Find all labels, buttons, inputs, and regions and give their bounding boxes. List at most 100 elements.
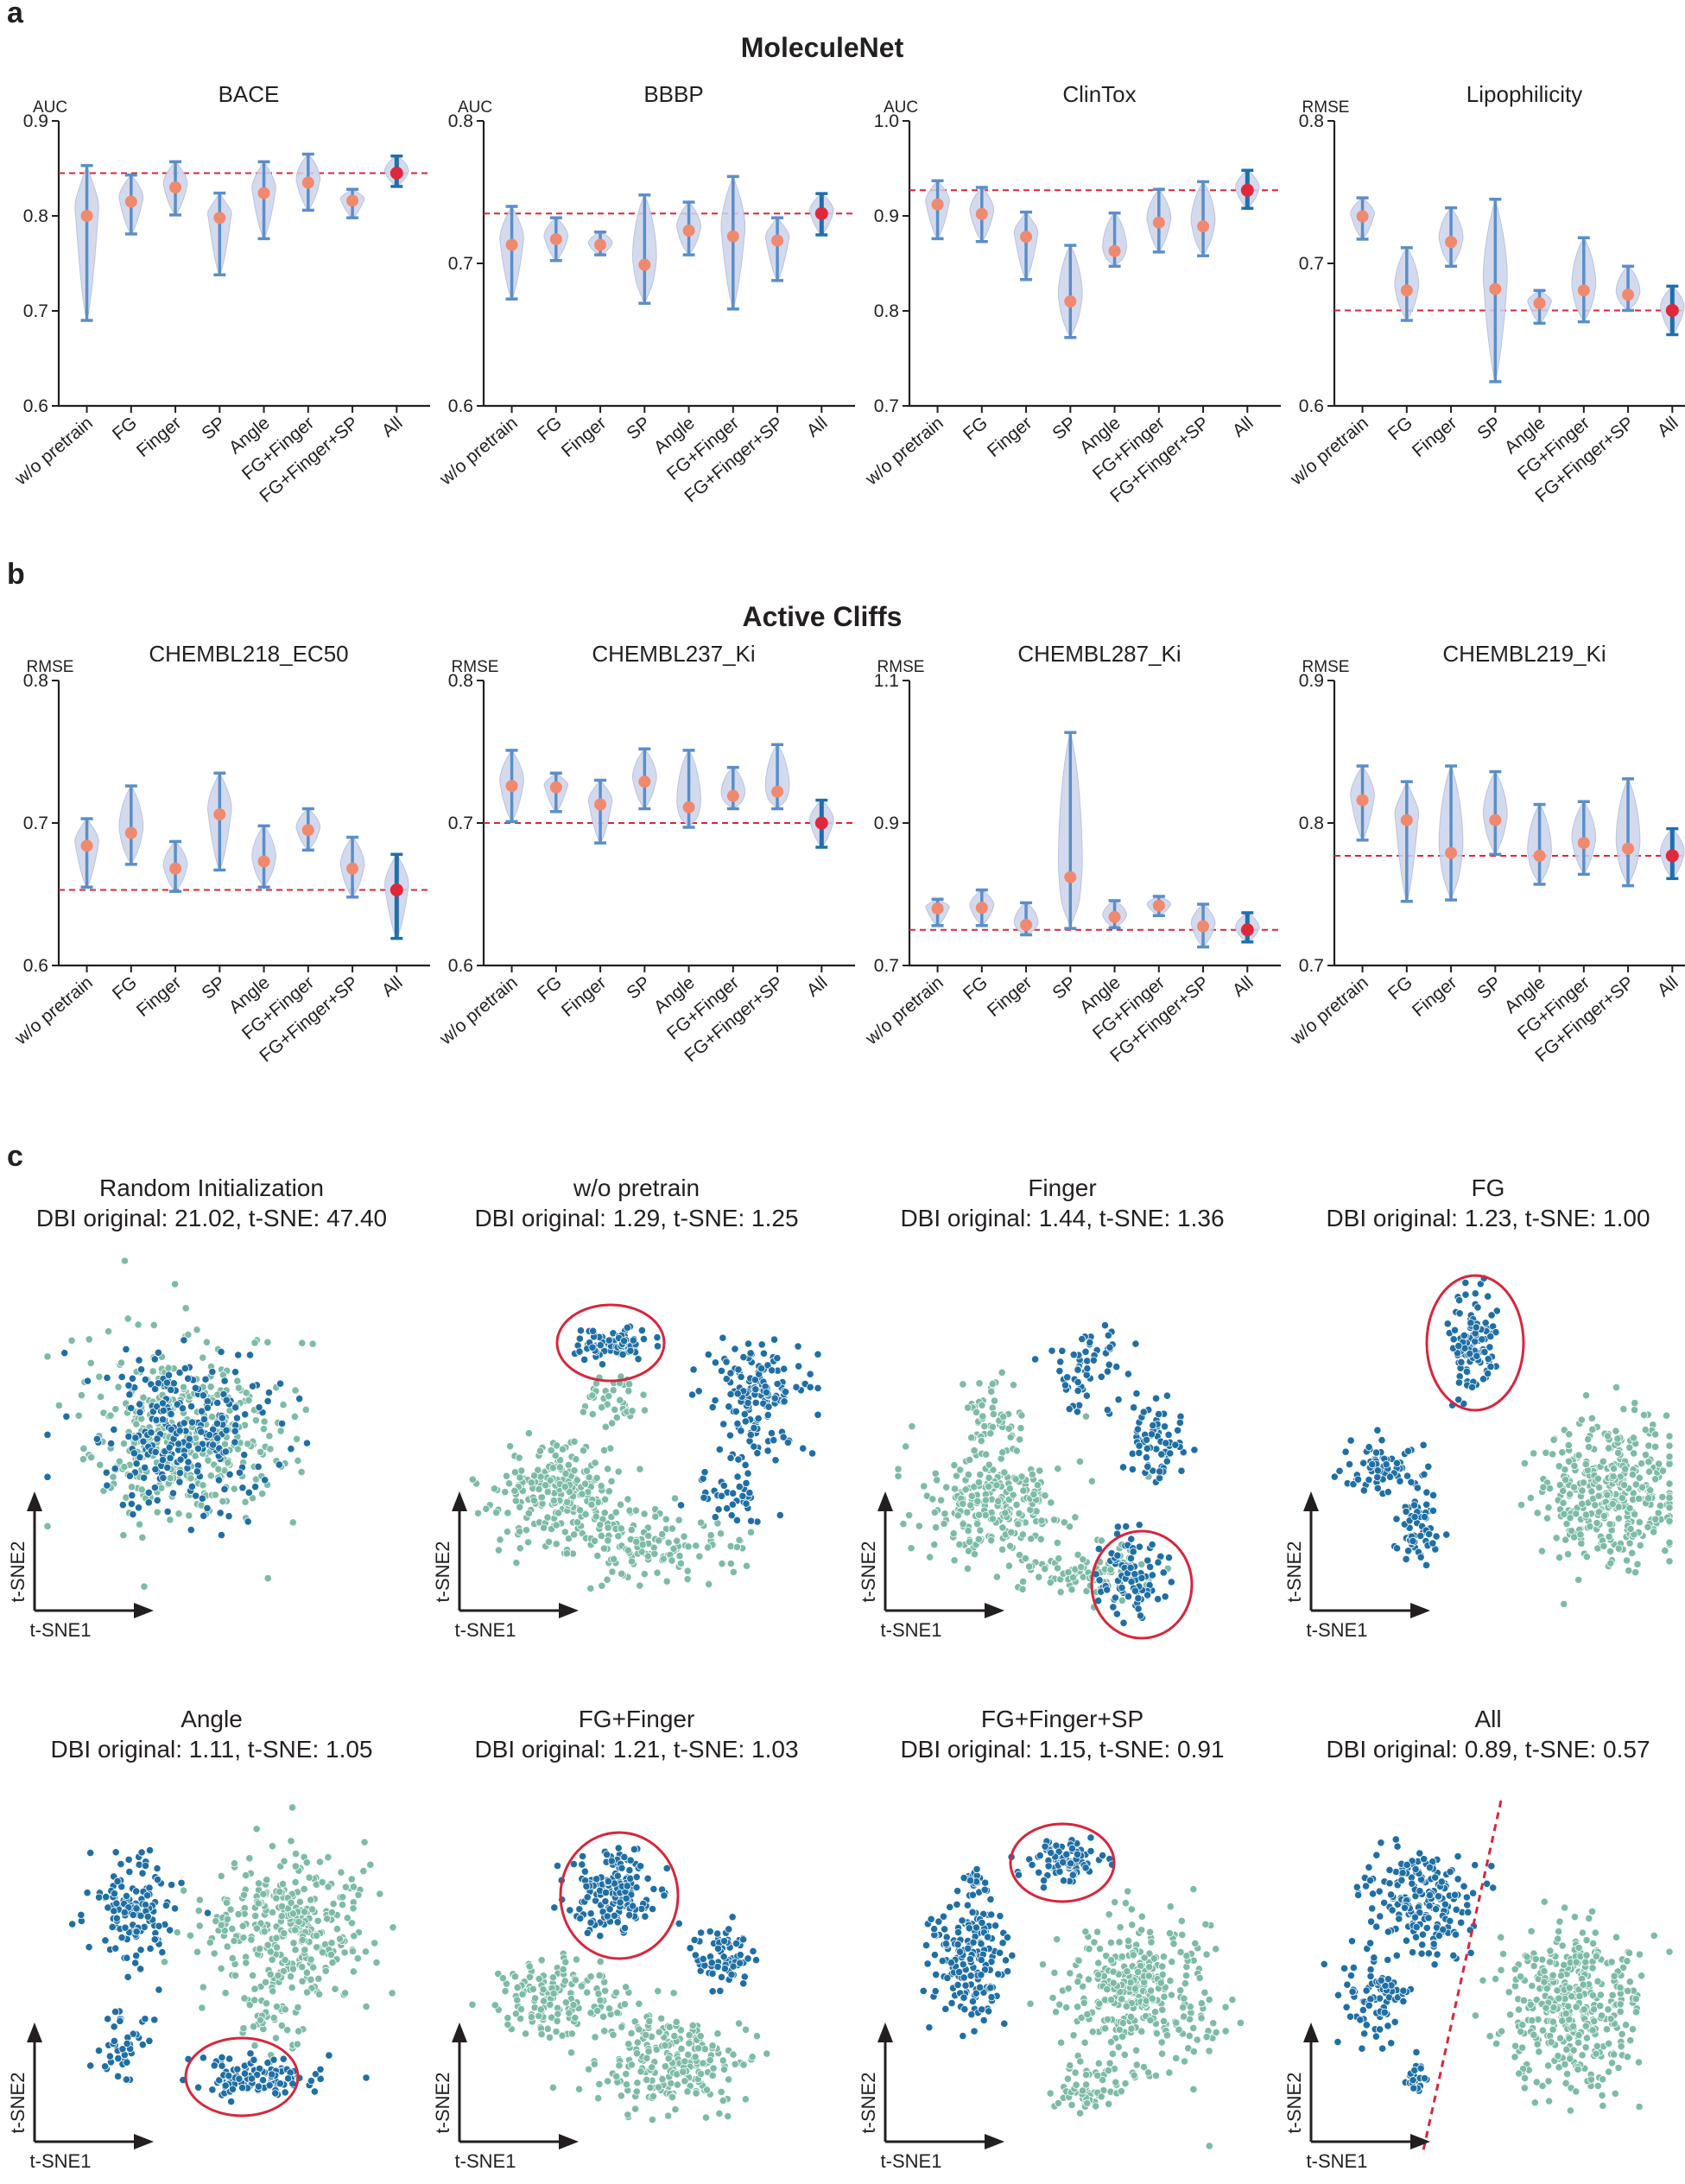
scatter-point-blue: [175, 1427, 184, 1435]
scatter-point-green: [587, 1500, 596, 1509]
scatter-point-green: [975, 1379, 984, 1388]
scatter-point-blue: [726, 1369, 735, 1377]
scatter-point-green: [312, 1931, 321, 1940]
scatter-point-green: [504, 2020, 512, 2029]
scatter-point-green: [726, 1560, 735, 1568]
scatter-point-green: [149, 1320, 158, 1330]
scatter-point-green: [341, 1883, 350, 1891]
scatter-point-blue: [136, 1408, 144, 1417]
scatter-point-green: [1179, 2003, 1188, 2012]
scatter-point-green: [1625, 1539, 1634, 1548]
scatter-point-green: [166, 1516, 174, 1524]
scatter-point-green: [1176, 1947, 1185, 1957]
scatter-point-blue: [757, 1340, 766, 1349]
scatter-point-blue: [155, 1985, 163, 1994]
scatter-point-green: [1123, 1967, 1131, 1976]
scatter-point-green: [1011, 1475, 1020, 1484]
scatter-point-green: [926, 1553, 934, 1561]
scatter-point-green: [198, 2004, 206, 2012]
scatter-point-blue: [1422, 1488, 1431, 1497]
mean-dot: [975, 207, 988, 220]
scatter-point-green: [119, 1531, 128, 1540]
scatter-point-green: [1007, 1528, 1016, 1537]
scatter-point-green: [1109, 1978, 1118, 1987]
scatter-point-green: [1118, 1596, 1126, 1605]
y-tick-label: 0.8: [23, 671, 48, 691]
scatter-point-green: [166, 1474, 174, 1483]
scatter-point-blue: [740, 1409, 749, 1419]
scatter-point-green: [1109, 1967, 1118, 1976]
scatter-point-green: [300, 1908, 309, 1916]
scatter-point-green: [1517, 1501, 1526, 1510]
scatter-point-blue: [225, 1470, 234, 1478]
scatter-point-green: [324, 1853, 333, 1862]
scatter-point-green: [994, 1497, 1003, 1505]
scatter-point-blue: [1143, 1444, 1151, 1453]
y-axis-label: RMSE: [877, 658, 925, 676]
scatter-point-blue: [1126, 1563, 1135, 1573]
y-tick-label: 0.7: [23, 813, 48, 833]
scatter-point-green: [530, 1472, 539, 1480]
x-tick-label: FG: [109, 413, 141, 444]
scatter-point-blue: [742, 1478, 751, 1488]
scatter-point-green: [1577, 1415, 1586, 1424]
scatter-point-green: [265, 1432, 274, 1440]
scatter-point-green: [1072, 2080, 1080, 2089]
scatter-point-green: [1009, 1491, 1017, 1499]
scatter-point-blue: [1341, 1447, 1350, 1456]
scatter-point-green: [278, 1879, 288, 1889]
scatter-point-green: [553, 1441, 561, 1450]
scatter-point-green: [1094, 2059, 1103, 2067]
scatter-point-blue: [603, 1912, 611, 1921]
scatter-point-green: [618, 2023, 626, 2031]
scatter-point-green: [959, 1380, 967, 1389]
scatter-point-green: [1080, 1998, 1088, 2007]
scatter-point-blue: [1147, 1430, 1156, 1439]
scatter-point-blue: [255, 1403, 263, 1412]
scatter-point-blue: [979, 2016, 988, 2025]
scatter-point-blue: [744, 1339, 753, 1348]
mean-dot: [1622, 288, 1635, 301]
tsne-title: Finger: [1028, 1174, 1096, 1201]
scatter-point-blue: [132, 1887, 141, 1896]
scatter-point-blue: [112, 1899, 121, 1908]
scatter-point-green: [1073, 2003, 1082, 2011]
scatter-point-green: [601, 1495, 610, 1503]
scatter-point-blue: [169, 1379, 178, 1388]
scatter-point-blue: [110, 2023, 118, 2031]
scatter-point-blue: [620, 1852, 629, 1862]
scatter-point-green: [1145, 1963, 1154, 1972]
scatter-point-green: [1018, 1530, 1027, 1539]
scatter-point-blue: [630, 1845, 639, 1853]
scatter-point-green: [185, 1511, 193, 1520]
scatter-point-green: [269, 2013, 278, 2023]
scatter-point-blue: [167, 1425, 175, 1434]
scatter-point-blue: [1410, 1512, 1419, 1522]
scatter-point-green: [1074, 1550, 1082, 1560]
scatter-point-blue: [154, 1379, 163, 1388]
scatter-point-green: [79, 1444, 88, 1453]
scatter-point-blue: [733, 1472, 742, 1481]
scatter-point-blue: [1404, 1547, 1413, 1555]
scatter-point-green: [586, 1584, 595, 1592]
scatter-point-green: [298, 1977, 307, 1985]
x-tick-label: Finger: [984, 972, 1036, 1021]
scatter-point-blue: [208, 2086, 217, 2094]
scatter-point-green: [1593, 1474, 1602, 1483]
scatter-point-green: [974, 1510, 984, 1519]
scatter-point-green: [1079, 1555, 1087, 1564]
scatter-point-green: [1526, 1493, 1535, 1503]
scatter-point-green: [981, 1496, 991, 1504]
scatter-point-green: [1614, 1514, 1623, 1522]
scatter-point-green: [1193, 2035, 1201, 2044]
scatter-point-green: [314, 1916, 322, 1925]
scatter-point-blue: [95, 1893, 104, 1902]
scatter-point-green: [741, 2025, 751, 2034]
scatter-point-green: [1066, 1969, 1074, 1978]
scatter-point-green: [684, 2050, 693, 2059]
scatter-point-green: [194, 1906, 203, 1915]
scatter-point-green: [1074, 1978, 1082, 1986]
tsne-x-label: t-SNE1: [455, 2150, 516, 2172]
scatter-point-green: [132, 1420, 141, 1428]
